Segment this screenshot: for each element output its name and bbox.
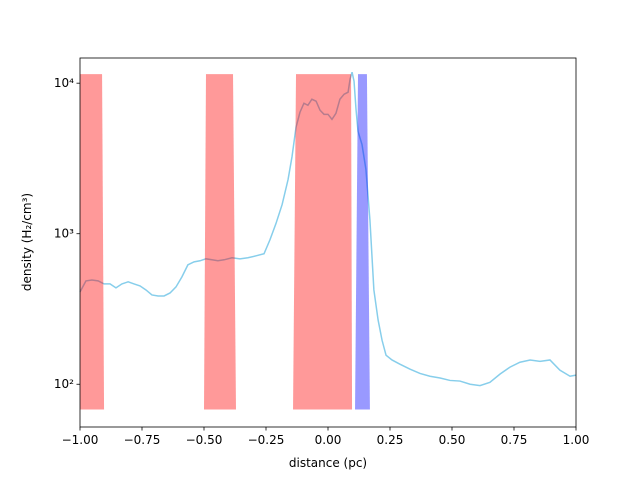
y-tick-label: 10³ (54, 227, 74, 241)
x-axis-label: distance (pc) (289, 456, 367, 470)
y-axis-label: density (H₂/cm³) (20, 193, 34, 291)
x-tick-label: 1.00 (563, 433, 590, 447)
x-tick-label: −1.00 (62, 433, 99, 447)
region (204, 74, 236, 410)
y-tick-label: 10² (54, 377, 74, 391)
x-tick-label: 0.25 (377, 433, 404, 447)
region (355, 74, 370, 410)
y-tick-label: 10⁴ (54, 76, 74, 90)
x-tick-label: 0.00 (315, 433, 342, 447)
x-tick-label: −0.75 (124, 433, 161, 447)
region (293, 74, 353, 410)
region (80, 74, 105, 410)
density-line (79, 71, 577, 387)
x-tick-label: −0.25 (248, 433, 285, 447)
x-tick-label: 0.75 (501, 433, 528, 447)
x-tick-label: −0.50 (186, 433, 223, 447)
x-tick-label: 0.50 (439, 433, 466, 447)
